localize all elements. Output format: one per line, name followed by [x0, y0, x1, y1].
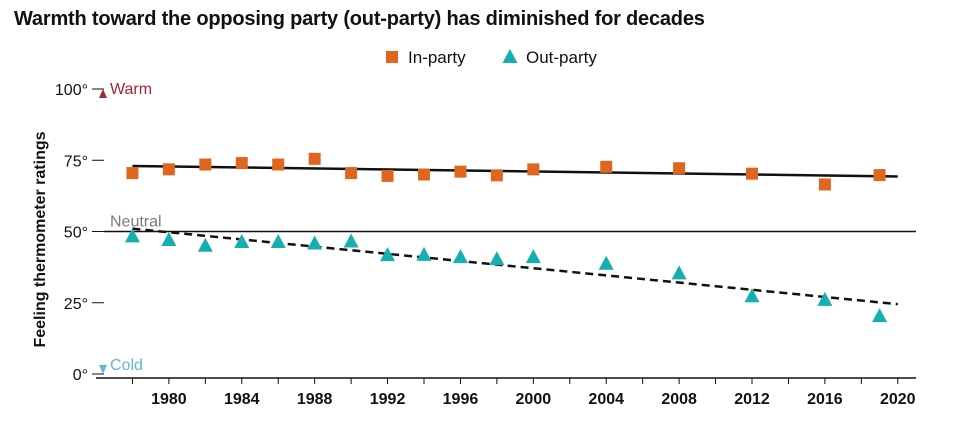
in-party-point	[873, 169, 886, 182]
y-tick-label: 100°	[55, 82, 88, 99]
x-tick-label: 1992	[370, 391, 406, 408]
x-tick-label: 2012	[734, 391, 770, 408]
y-tick-label: 50°	[64, 225, 88, 242]
x-tick-label: 2016	[807, 391, 843, 408]
in-party-point	[418, 168, 430, 181]
out-party-point	[307, 235, 323, 250]
in-party-point	[818, 178, 831, 191]
cold-arrow-icon	[99, 365, 107, 374]
in-party-point	[272, 158, 285, 171]
in-party-point	[527, 163, 540, 176]
y-tick-label: 75°	[64, 153, 88, 170]
out-party-point	[197, 237, 213, 252]
out-party-point	[124, 228, 140, 243]
legend-out-party-marker	[502, 49, 518, 63]
in-party-point	[490, 169, 503, 182]
in-party-point	[308, 152, 321, 165]
x-tick-label: 1996	[443, 391, 479, 408]
out-party-point	[489, 251, 505, 266]
x-tick-label: 2008	[661, 391, 697, 408]
out-party-point	[270, 234, 286, 249]
legend-in-party-marker	[386, 51, 398, 63]
legend-in-party-label: In-party	[408, 48, 466, 67]
y-axis-label: Feeling thermometer ratings	[32, 131, 49, 347]
out-party-point	[343, 233, 359, 248]
out-party-trend-line	[132, 227, 898, 306]
in-party-point	[381, 169, 394, 182]
in-party-point	[746, 167, 758, 180]
out-party-point	[817, 291, 833, 306]
y-tick-label: 0°	[73, 367, 88, 384]
in-party-point	[199, 158, 212, 171]
chart-title: Warmth toward the opposing party (out-pa…	[14, 8, 705, 30]
out-party-point	[872, 308, 888, 323]
out-party-point	[161, 232, 177, 247]
in-party-point	[126, 167, 139, 180]
out-party-point	[525, 249, 541, 264]
in-party-point	[345, 167, 358, 180]
cold-annotation: Cold	[110, 357, 143, 374]
neutral-annotation: Neutral	[110, 214, 162, 231]
out-party-point	[380, 247, 396, 262]
x-tick-label: 1984	[224, 391, 260, 408]
out-party-point	[598, 255, 614, 270]
x-tick-label: 1980	[151, 391, 187, 408]
x-tick-label: 2000	[516, 391, 552, 408]
in-party-trend-line	[132, 164, 898, 178]
x-tick-label: 2020	[880, 391, 916, 408]
x-tick-label: 2004	[588, 391, 624, 408]
warm-arrow-icon	[99, 89, 107, 98]
x-tick-label: 1988	[297, 391, 333, 408]
in-party-point	[162, 163, 175, 176]
in-party-point	[673, 162, 686, 175]
out-party-point	[416, 246, 432, 261]
warm-annotation: Warm	[110, 81, 152, 98]
y-tick-label: 25°	[64, 296, 88, 313]
out-party-point	[234, 234, 250, 249]
in-party-point	[454, 165, 467, 178]
legend-out-party-label: Out-party	[526, 48, 597, 67]
out-party-point	[452, 249, 468, 264]
in-party-point	[235, 157, 248, 170]
out-party-point	[744, 288, 760, 303]
in-party-point	[600, 160, 613, 173]
out-party-point	[671, 265, 687, 280]
